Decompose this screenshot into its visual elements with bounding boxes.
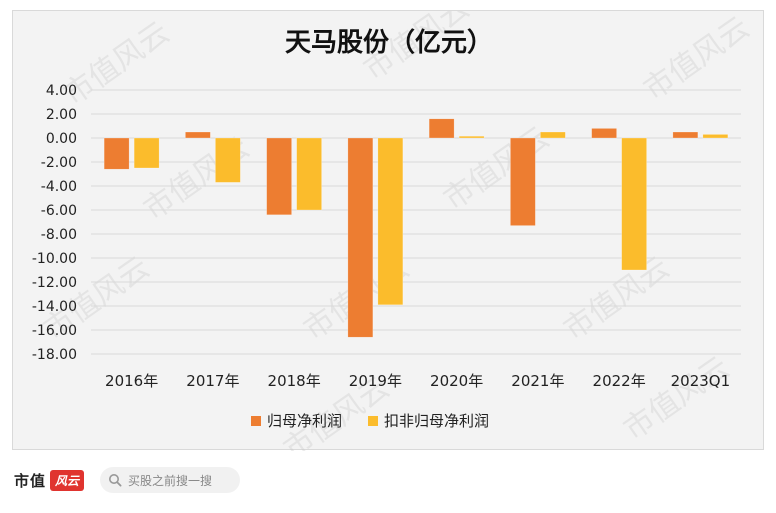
watermark-text: 市值风云: [638, 11, 756, 108]
watermark-text: 市值风云: [438, 120, 556, 217]
logo-badge: 风云: [50, 469, 85, 491]
y-tick-label: -16.00: [32, 323, 77, 339]
bar-adjusted-net-profit: [702, 134, 729, 139]
bar-net-profit: [672, 131, 699, 139]
watermark-text: 市值风云: [558, 250, 676, 347]
legend-label: 扣非归母净利润: [384, 412, 489, 430]
site-logo[interactable]: 市值 风云: [14, 467, 85, 493]
chart-title: 天马股份（亿元）: [285, 28, 493, 58]
y-tick-label: -10.00: [32, 251, 77, 267]
y-tick-label: 2.00: [46, 107, 77, 123]
y-tick-label: -2.00: [41, 155, 77, 171]
y-tick-label: -8.00: [41, 227, 77, 243]
bar-chart: 市值风云市值风云市值风云市值风云市值风云市值风云市值风云市值风云市值风云市值风云…: [32, 11, 756, 451]
search-box[interactable]: 买股之前搜一搜: [100, 467, 240, 493]
legend: 归母净利润 扣非归母净利润: [251, 412, 489, 430]
x-tick-label: 2017年: [186, 372, 239, 390]
x-tick-label: 2016年: [105, 372, 158, 390]
x-tick-label: 2018年: [268, 372, 321, 390]
y-axis-ticks: 4.00 2.00 0.00 -2.00 -4.00 -6.00 -8.00 -10.00 -1…: [32, 83, 77, 363]
bar-adjusted-net-profit: [540, 131, 566, 139]
bar-adjusted-net-profit: [133, 137, 160, 169]
bar-net-profit: [510, 137, 536, 226]
x-tick-label: 2019年: [349, 372, 402, 390]
chart-card: 市值风云市值风云市值风云市值风云市值风云市值风云市值风云市值风云市值风云市值风云…: [12, 10, 764, 451]
search-icon: [109, 474, 122, 487]
bar-net-profit: [185, 131, 211, 139]
bar-adjusted-net-profit: [621, 137, 647, 271]
bars: [103, 118, 729, 338]
x-tick-label: 2021年: [511, 372, 564, 390]
y-tick-label: -4.00: [41, 179, 77, 195]
bar-net-profit: [103, 137, 130, 170]
logo-text: 市值: [14, 471, 47, 490]
legend-swatch: [368, 416, 378, 426]
bar-adjusted-net-profit: [458, 135, 485, 139]
y-tick-label: 0.00: [46, 131, 77, 147]
y-tick-label: -14.00: [32, 299, 77, 315]
bar-adjusted-net-profit: [377, 137, 404, 306]
y-tick-label: -18.00: [32, 347, 77, 363]
legend-label: 归母净利润: [267, 412, 342, 430]
y-tick-label: -6.00: [41, 203, 77, 219]
x-tick-label: 2020年: [430, 372, 483, 390]
x-tick-label: 2022年: [593, 372, 646, 390]
x-tick-label: 2023Q1: [671, 372, 731, 390]
search-placeholder: 买股之前搜一搜: [128, 473, 213, 488]
bar-net-profit: [347, 137, 374, 338]
watermark-text: 市值风云: [618, 350, 736, 447]
bar-adjusted-net-profit: [215, 137, 241, 183]
footer-bar: 市值 风云 买股之前搜一搜: [0, 455, 776, 513]
x-axis-ticks: 2016年 2017年 2018年 2019年 2020年 2021年 2022年 2023Q…: [105, 372, 730, 390]
bar-net-profit: [591, 128, 617, 139]
legend-swatch: [251, 416, 261, 426]
y-tick-label: 4.00: [46, 83, 77, 99]
bar-adjusted-net-profit: [296, 137, 322, 211]
bar-net-profit: [428, 118, 455, 139]
y-tick-label: -12.00: [32, 275, 77, 291]
bar-net-profit: [266, 137, 292, 216]
